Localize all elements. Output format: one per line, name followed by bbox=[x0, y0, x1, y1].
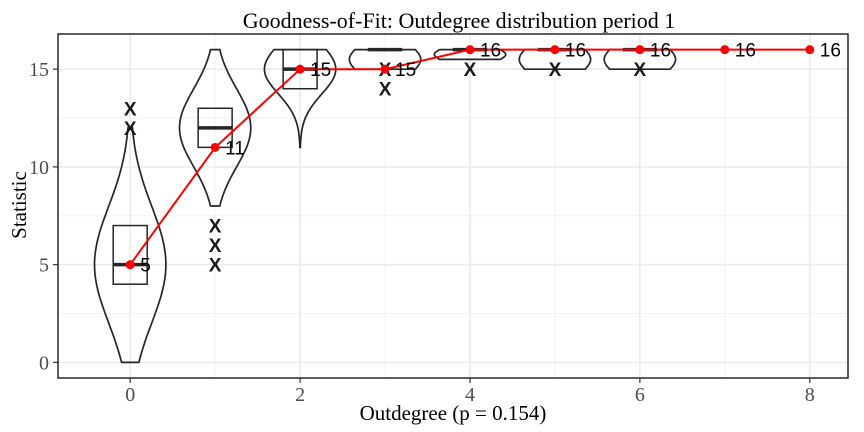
chart-title: Goodness-of-Fit: Outdegree distribution … bbox=[243, 8, 676, 33]
violin-2 bbox=[263, 48, 337, 149]
y-axis-title: Statistic bbox=[7, 171, 31, 239]
outlier-marker-5: X bbox=[549, 60, 562, 81]
observed-point-7 bbox=[720, 45, 730, 55]
outlier-marker-4: X bbox=[464, 60, 477, 81]
observed-point-0 bbox=[125, 260, 135, 270]
data-label-6: 16 bbox=[650, 41, 671, 62]
outlier-marker-0: X bbox=[124, 99, 137, 120]
observed-point-3 bbox=[380, 64, 390, 74]
observed-point-5 bbox=[550, 45, 560, 55]
violin-3 bbox=[348, 48, 422, 71]
y-tick-label: 15 bbox=[29, 59, 49, 81]
y-tick-label: 5 bbox=[39, 255, 49, 277]
x-tick-label: 8 bbox=[805, 384, 815, 406]
observed-point-6 bbox=[635, 45, 645, 55]
outlier-marker-1: X bbox=[209, 236, 222, 257]
plot-panel bbox=[58, 34, 848, 378]
x-tick-label: 6 bbox=[635, 384, 645, 406]
violin-4 bbox=[433, 48, 507, 61]
x-tick-label: 0 bbox=[125, 384, 135, 406]
data-label-4: 16 bbox=[480, 41, 501, 62]
observed-point-1 bbox=[210, 142, 220, 152]
x-axis-title: Outdegree (p = 0.154) bbox=[360, 401, 547, 425]
plot-border bbox=[57, 33, 849, 379]
data-label-1: 11 bbox=[225, 138, 245, 159]
violin-1 bbox=[178, 48, 252, 207]
outlier-marker-0: X bbox=[124, 119, 137, 140]
data-label-3: 15 bbox=[395, 60, 416, 81]
data-label-5: 16 bbox=[565, 41, 586, 62]
x-tick-label: 4 bbox=[465, 384, 475, 406]
observed-point-4 bbox=[465, 45, 475, 55]
data-label-8: 16 bbox=[820, 41, 841, 62]
observed-point-2 bbox=[295, 64, 305, 74]
outlier-marker-1: X bbox=[209, 256, 222, 277]
outlier-marker-3: X bbox=[379, 80, 392, 101]
data-label-0: 5 bbox=[140, 256, 151, 277]
data-label-2: 15 bbox=[310, 60, 331, 81]
observed-point-8 bbox=[805, 45, 815, 55]
outlier-marker-6: X bbox=[634, 60, 647, 81]
box-0 bbox=[112, 224, 148, 285]
y-tick-label: 10 bbox=[29, 157, 49, 179]
data-label-7: 16 bbox=[735, 41, 756, 62]
x-tick-label: 2 bbox=[295, 384, 305, 406]
outlier-marker-1: X bbox=[209, 217, 222, 238]
y-tick-label: 0 bbox=[39, 352, 49, 374]
violin-0 bbox=[93, 126, 167, 364]
